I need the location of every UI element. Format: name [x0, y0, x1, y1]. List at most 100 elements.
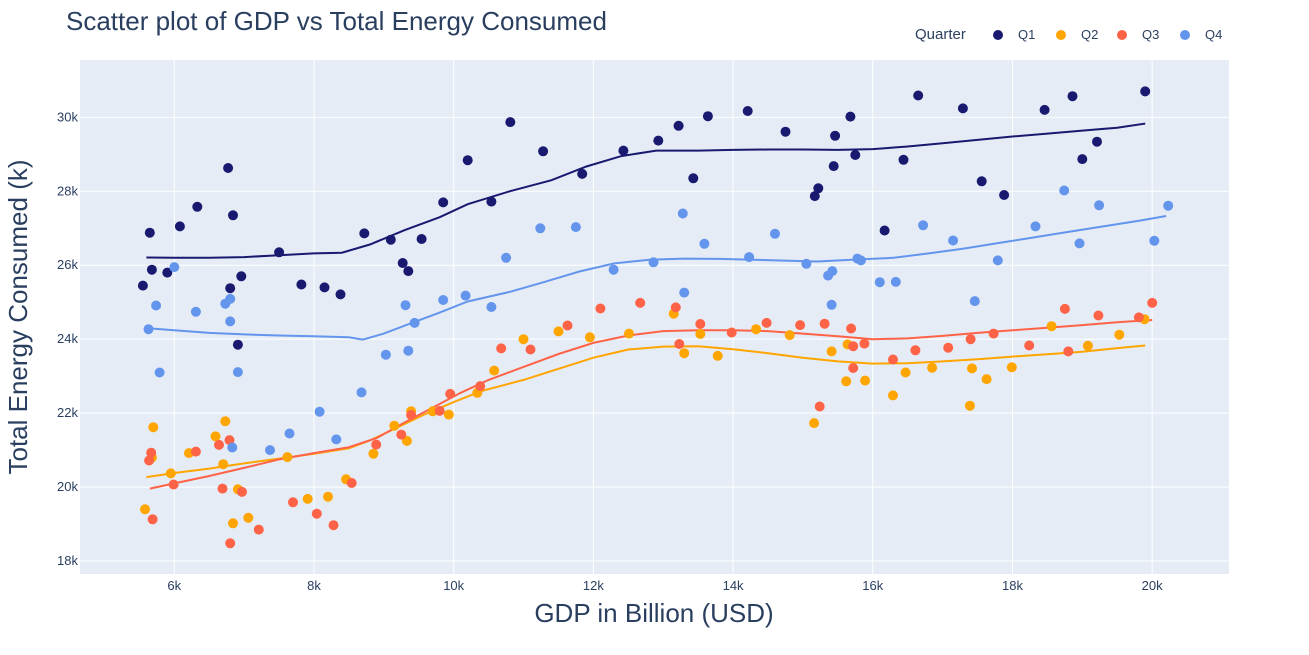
legend-item-q2[interactable]: Q2 [1056, 27, 1098, 42]
point-q2[interactable] [1082, 340, 1093, 351]
point-q3[interactable] [225, 538, 236, 549]
point-q1[interactable] [879, 225, 890, 236]
point-q3[interactable] [965, 334, 976, 345]
point-q3[interactable] [795, 320, 806, 331]
point-q1[interactable] [137, 280, 148, 291]
point-q4[interactable] [143, 324, 154, 335]
point-q2[interactable] [809, 418, 820, 429]
point-q2[interactable] [243, 512, 254, 523]
point-q2[interactable] [220, 416, 231, 427]
point-q4[interactable] [151, 300, 162, 311]
point-q2[interactable] [148, 422, 159, 433]
legend[interactable]: Quarter Q1 Q2 Q3 Q4 [915, 26, 1222, 43]
point-q1[interactable] [162, 267, 173, 278]
point-q4[interactable] [679, 287, 690, 298]
point-q4[interactable] [314, 406, 325, 417]
point-q4[interactable] [874, 277, 885, 288]
point-q2[interactable] [140, 504, 150, 515]
point-q4[interactable] [225, 316, 236, 327]
point-q2[interactable] [368, 448, 379, 459]
point-q1[interactable] [225, 283, 236, 294]
point-q3[interactable] [214, 439, 224, 450]
point-q1[interactable] [702, 111, 713, 122]
point-q1[interactable] [828, 161, 839, 172]
point-q1[interactable] [999, 190, 1010, 200]
point-q2[interactable] [165, 468, 176, 479]
point-q1[interactable] [438, 197, 449, 208]
point-q1[interactable] [742, 106, 753, 116]
point-q3[interactable] [475, 381, 486, 392]
point-q1[interactable] [397, 258, 408, 268]
point-q3[interactable] [943, 342, 954, 353]
point-q3[interactable] [562, 320, 573, 331]
point-q2[interactable] [624, 328, 634, 339]
point-q1[interactable] [403, 266, 414, 277]
point-q3[interactable] [670, 302, 681, 313]
point-q3[interactable] [190, 446, 201, 457]
point-q3[interactable] [371, 439, 382, 450]
point-q3[interactable] [846, 323, 857, 334]
point-q2[interactable] [443, 409, 454, 420]
point-q3[interactable] [988, 328, 999, 339]
point-q1[interactable] [335, 289, 346, 300]
point-q2[interactable] [826, 346, 837, 357]
point-q4[interactable] [154, 367, 165, 378]
point-q4[interactable] [1163, 200, 1174, 211]
point-q1[interactable] [809, 191, 820, 202]
point-q4[interactable] [380, 349, 391, 360]
point-q1[interactable] [232, 339, 243, 350]
point-q3[interactable] [168, 479, 179, 490]
point-q1[interactable] [462, 155, 473, 166]
point-q4[interactable] [486, 302, 497, 312]
point-q3[interactable] [910, 345, 921, 356]
point-q1[interactable] [385, 234, 396, 245]
point-q1[interactable] [850, 150, 861, 160]
point-q2[interactable] [228, 518, 238, 529]
point-q4[interactable] [801, 258, 812, 269]
point-q4[interactable] [969, 296, 980, 307]
point-q3[interactable] [1024, 340, 1035, 351]
point-q3[interactable] [144, 455, 155, 466]
point-q3[interactable] [288, 497, 298, 508]
point-q3[interactable] [859, 338, 870, 349]
point-q4[interactable] [890, 276, 901, 287]
point-q4[interactable] [677, 208, 688, 219]
point-q4[interactable] [356, 387, 367, 398]
point-q4[interactable] [826, 299, 837, 310]
point-q1[interactable] [1140, 86, 1151, 97]
point-q4[interactable] [265, 445, 275, 456]
point-q2[interactable] [1046, 321, 1057, 332]
point-q3[interactable] [406, 410, 417, 420]
point-q1[interactable] [1077, 154, 1088, 165]
point-q2[interactable] [841, 376, 852, 387]
point-q1[interactable] [236, 271, 247, 282]
point-q4[interactable] [460, 290, 471, 301]
point-q1[interactable] [957, 103, 968, 114]
point-q2[interactable] [518, 334, 529, 345]
point-q1[interactable] [319, 282, 330, 293]
point-q2[interactable] [584, 332, 595, 343]
point-q1[interactable] [174, 221, 185, 232]
point-q2[interactable] [927, 362, 938, 373]
point-q4[interactable] [227, 442, 238, 453]
point-q2[interactable] [282, 452, 293, 463]
point-q1[interactable] [913, 90, 924, 101]
point-q1[interactable] [223, 163, 234, 173]
point-q4[interactable] [501, 252, 512, 263]
point-q3[interactable] [1059, 303, 1070, 314]
point-q2[interactable] [751, 324, 762, 335]
point-q2[interactable] [900, 367, 911, 378]
point-q3[interactable] [819, 318, 830, 329]
point-q1[interactable] [813, 183, 824, 194]
point-q4[interactable] [648, 257, 659, 268]
point-q3[interactable] [396, 429, 407, 440]
point-q2[interactable] [1006, 362, 1017, 373]
point-q2[interactable] [888, 390, 898, 401]
point-q1[interactable] [359, 228, 370, 239]
point-q4[interactable] [190, 306, 201, 317]
point-q1[interactable] [780, 126, 791, 137]
point-q3[interactable] [434, 405, 445, 416]
point-q4[interactable] [169, 262, 180, 273]
point-q4[interactable] [770, 228, 780, 239]
point-q4[interactable] [232, 367, 243, 378]
